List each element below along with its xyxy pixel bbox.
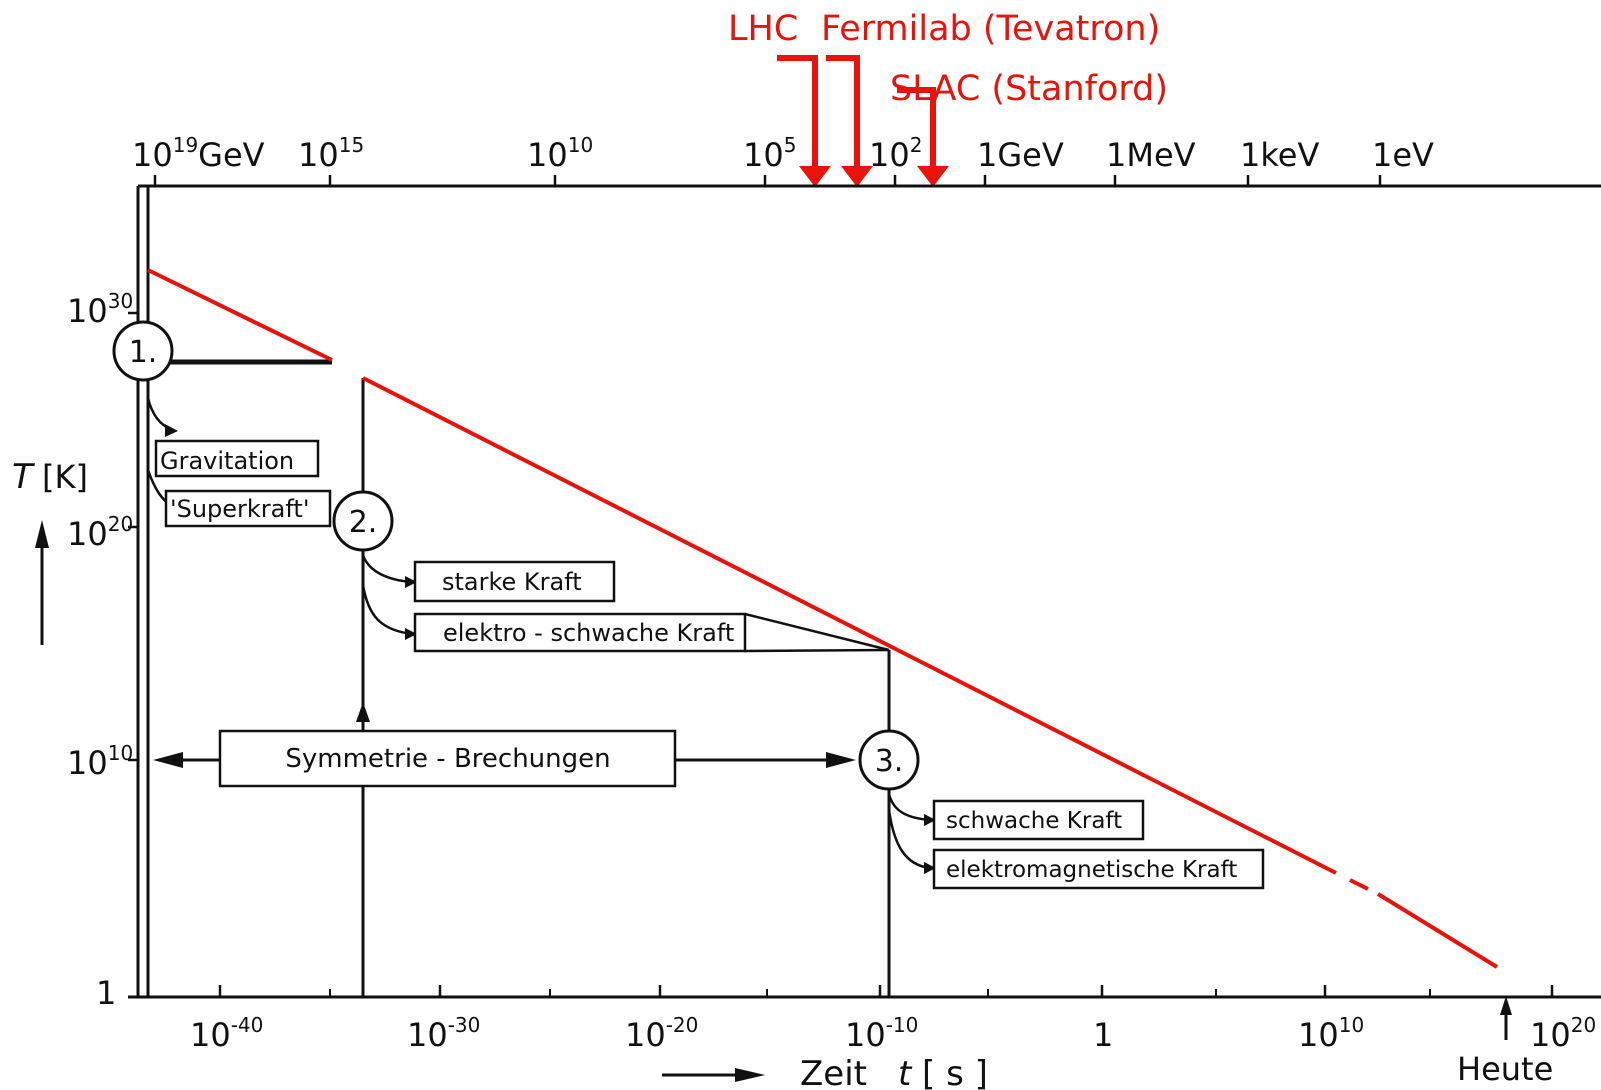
energy-axis-ticks [153, 175, 1382, 186]
connector-arrow-elektromagnetisch [924, 862, 936, 874]
node-3: 3. [858, 729, 920, 791]
heute-arrow [1500, 996, 1512, 1040]
time-axis-minor-ticks [329, 989, 1431, 997]
time-axis-arrow [662, 1068, 765, 1082]
node-2: 2. [332, 490, 394, 552]
elektromagnetische-kraft-box: elektromagnetische Kraft [932, 848, 1265, 890]
x-axis-label-zeit: Zeit [800, 1054, 867, 1090]
energy-label-1e10: 1010 [527, 133, 593, 174]
svg-text:elektromagnetische Kraft: elektromagnetische Kraft [946, 857, 1237, 883]
fermilab-arrow [826, 55, 873, 187]
heute-label: Heute [1457, 1050, 1553, 1088]
svg-text:starke Kraft: starke Kraft [442, 568, 582, 596]
slac-label: SLAC (Stanford) [890, 69, 1168, 109]
starke-kraft-box: starke Kraft [413, 560, 616, 603]
symmetry-label: Symmetrie - Brechungen [285, 744, 610, 774]
energy-label-1kev: 1keV [1240, 136, 1319, 174]
energy-label-1mev: 1MeV [1106, 136, 1196, 174]
connector-arrow-gravitation [165, 424, 178, 437]
x-axis-label-unit: [ s ] [922, 1054, 988, 1090]
svg-text:2.: 2. [349, 505, 378, 540]
node-3-connectors [887, 793, 931, 870]
x-axis-label-t: t [898, 1054, 913, 1090]
energy-label-1ev: 1eV [1372, 136, 1434, 174]
node-2-connectors [361, 554, 413, 636]
schwache-kraft-box: schwache Kraft [932, 799, 1145, 841]
y-label-1e20: 1020 [67, 512, 133, 553]
elektroschwache-kraft-box: elektro - schwache Kraft [413, 612, 890, 653]
connector-arrow-elektroschwach [405, 628, 417, 640]
svg-text:Gravitation: Gravitation [160, 447, 294, 475]
svg-text:1.: 1. [129, 335, 158, 370]
gravitation-box: Gravitation [154, 439, 320, 478]
node-1: 1. [112, 320, 174, 382]
connector-arrow-schwach [924, 814, 936, 826]
svg-text:elektro - schwache Kraft: elektro - schwache Kraft [443, 619, 734, 647]
y-label-1e10: 1010 [67, 741, 133, 782]
lhc-label: LHC [728, 9, 798, 49]
connector-arrow-starke [405, 576, 417, 588]
x-label-1e-40: 10-40 [190, 1013, 263, 1054]
lhc-arrow [777, 55, 831, 187]
svg-text:3.: 3. [875, 744, 904, 779]
energy-label-1e5: 105 [743, 133, 796, 174]
fermilab-label: Fermilab (Tevatron) [821, 9, 1160, 49]
energy-label-1e19: 1019GeV [132, 133, 265, 174]
temperature-curve [147, 268, 1499, 969]
y-axis-label-unit: [K] [42, 458, 88, 496]
x-label-1e20: 1020 [1530, 1013, 1596, 1054]
energy-label-1gev: 1GeV [977, 136, 1064, 174]
svg-text:schwache Kraft: schwache Kraft [946, 808, 1122, 834]
x-label-1e10: 1010 [1298, 1013, 1364, 1054]
superkraft-box: 'Superkraft' [164, 489, 332, 528]
y-axis-arrow [35, 520, 49, 645]
x-label-1: 1 [1093, 1016, 1113, 1054]
slac-arrow [897, 87, 949, 187]
x-label-1e-10: 10-10 [845, 1013, 918, 1054]
svg-text:'Superkraft': 'Superkraft' [170, 495, 309, 523]
time-axis-major-ticks [218, 985, 1554, 997]
y-label-1e30: 1030 [67, 289, 133, 330]
x-label-1e-30: 10-30 [407, 1013, 480, 1054]
y-axis-label-T: T [12, 457, 35, 497]
x-label-1e-20: 10-20 [625, 1013, 698, 1054]
y-label-1: 1 [96, 974, 116, 1012]
energy-label-1e15: 1015 [298, 133, 364, 174]
transition-2-arrowhead [356, 702, 370, 722]
energy-label-1e2: 102 [869, 133, 922, 174]
symmetry-breaking: Symmetrie - Brechungen [153, 729, 856, 788]
